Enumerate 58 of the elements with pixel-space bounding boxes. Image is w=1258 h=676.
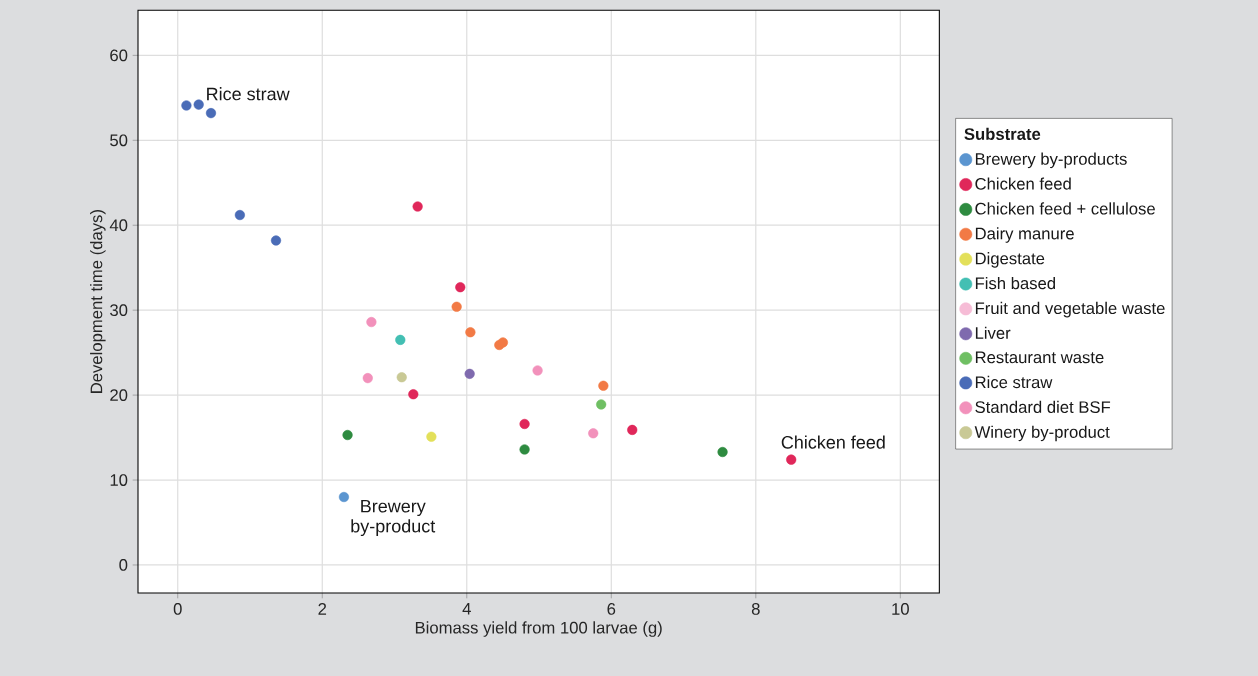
point	[362, 373, 373, 384]
x-tick-label: 6	[607, 603, 616, 615]
point	[366, 316, 377, 328]
legend-label: Fish based	[975, 276, 1055, 290]
legend-label: Dairy manure	[975, 227, 1074, 243]
y-tick-label: 40	[109, 219, 128, 232]
point	[451, 301, 462, 312]
y-axis-title: Development time (days)	[90, 210, 106, 393]
legend-label: Chicken feed + cellulose	[975, 202, 1155, 215]
x-tick-label: 2	[318, 603, 327, 615]
legend-label: Rice straw	[975, 375, 1053, 389]
legend-label: Winery by-product	[974, 425, 1110, 442]
y-tick-label: 50	[110, 134, 128, 147]
x-tick-label: 4	[462, 603, 471, 615]
x-tick-label: 8	[751, 603, 760, 615]
annotation: Chicken feed	[781, 435, 885, 449]
point	[519, 444, 530, 455]
x-tick-label: 0	[173, 603, 182, 615]
x-axis-title: Biomass yield from 100 larvae (g)	[415, 621, 662, 637]
point	[519, 418, 530, 430]
point	[395, 334, 406, 345]
annotation: Brewery by-product	[351, 499, 436, 537]
point	[455, 282, 466, 293]
legend-label: Digestate	[975, 252, 1045, 268]
legend-label: Fruit and vegetable waste	[975, 301, 1165, 318]
legend-title: Substrate	[964, 127, 1041, 140]
x-tick-label: 10	[892, 603, 909, 615]
y-tick-label: 60	[110, 49, 128, 62]
point	[532, 365, 543, 376]
point	[598, 380, 609, 391]
point	[181, 100, 192, 111]
legend-label: Brewery by-products	[975, 152, 1127, 169]
point	[717, 446, 728, 458]
point	[588, 428, 599, 439]
point	[412, 201, 423, 212]
point	[408, 389, 419, 400]
point	[465, 327, 476, 338]
point	[464, 368, 475, 379]
point	[234, 209, 245, 221]
y-tick-label: 30	[110, 304, 128, 317]
point	[270, 235, 282, 246]
point	[342, 429, 353, 441]
legend-label: Chicken feed	[975, 177, 1071, 190]
y-tick-label: 0	[119, 559, 128, 571]
point	[396, 372, 407, 383]
point	[596, 399, 607, 410]
point	[205, 108, 217, 119]
y-tick-label: 10	[110, 474, 128, 486]
annotation: Rice straw	[207, 87, 290, 101]
point	[627, 424, 638, 435]
y-tick-label: 20	[110, 389, 128, 401]
legend-label: Liver	[975, 326, 1011, 339]
point	[786, 454, 797, 465]
point	[338, 491, 350, 503]
legend-label: Standard diet BSF	[975, 400, 1111, 413]
point	[193, 99, 204, 110]
legend-label: Restaurant waste	[975, 351, 1104, 364]
point	[426, 431, 437, 442]
